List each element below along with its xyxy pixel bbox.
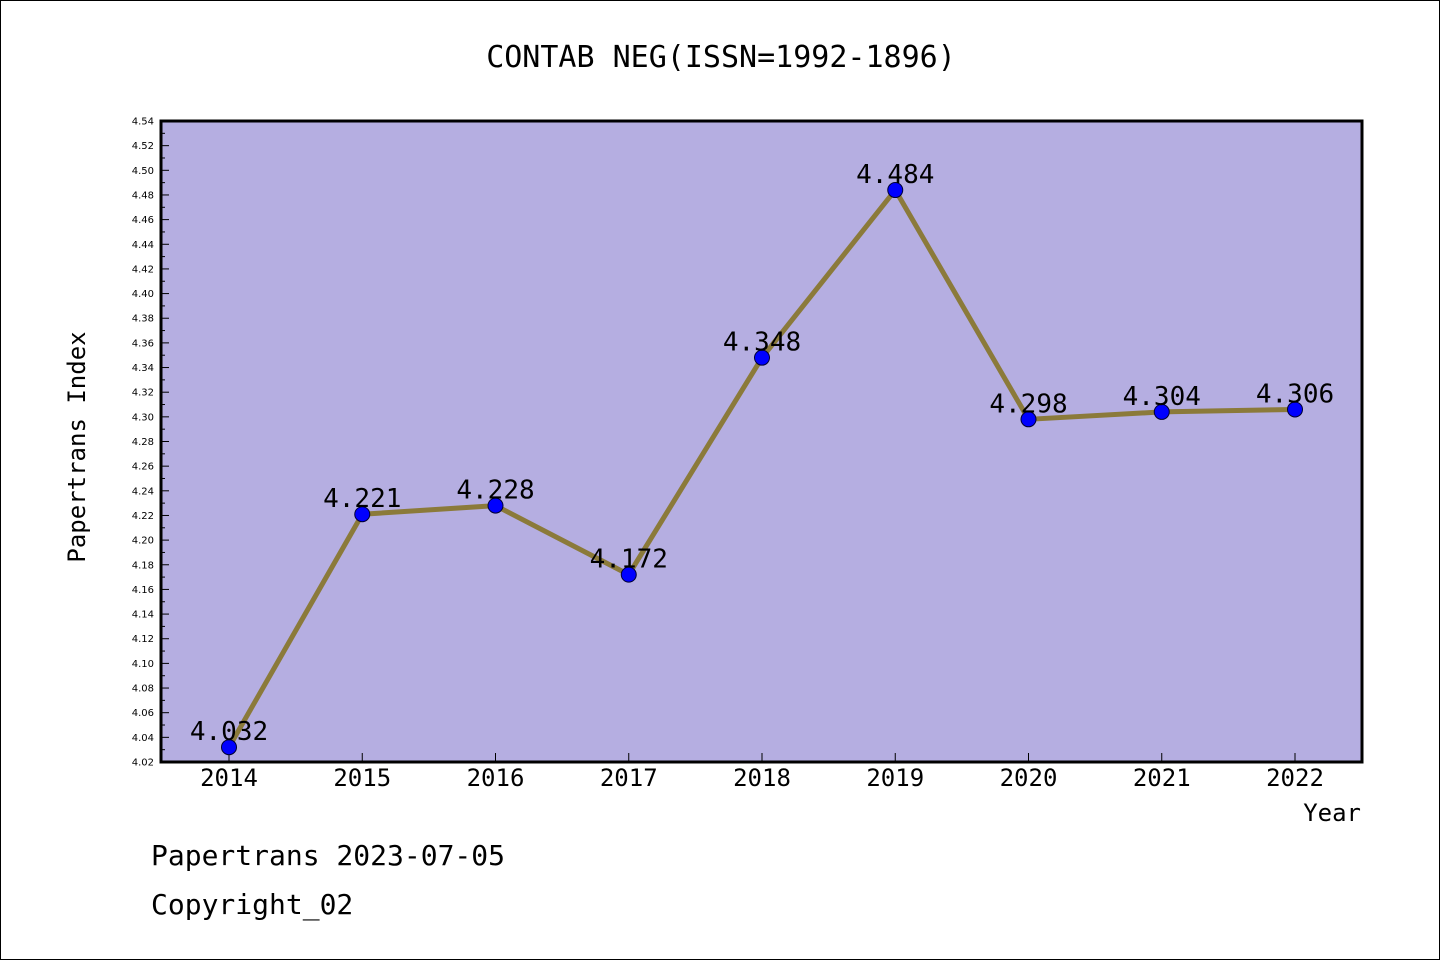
y-tick-label: 4.02 xyxy=(132,758,154,769)
y-tick-label: 4.36 xyxy=(132,338,154,349)
y-tick-label: 4.08 xyxy=(132,684,154,695)
series-group: 4.032 4.221 4.228 4.172 4.348 4.484 4.298 4.304… xyxy=(190,160,1334,756)
y-tick-label: 4.22 xyxy=(132,511,154,522)
x-tick-label: 2019 xyxy=(866,764,924,792)
y-tick-label: 4.10 xyxy=(132,659,154,670)
chart-title: CONTAB NEG(ISSN=1992-1896) xyxy=(486,40,956,75)
y-tick-label: 4.40 xyxy=(132,289,154,300)
y-tick-label: 4.34 xyxy=(132,363,154,374)
data-point xyxy=(887,182,904,199)
y-tick-label: 4.12 xyxy=(132,634,154,645)
y-tick-label: 4.48 xyxy=(132,190,154,201)
y-axis: 4.02 4.04 4.06 4.08 4.10 4.12 4.14 4.16 4.18 4.20… xyxy=(132,117,169,769)
y-tick-label: 4.46 xyxy=(132,215,154,226)
y-tick-label: 4.52 xyxy=(132,141,154,152)
x-tick-label: 2020 xyxy=(1000,764,1058,792)
y-tick-label: 4.14 xyxy=(132,610,154,621)
x-tick-label: 2016 xyxy=(467,764,525,792)
data-point xyxy=(487,497,504,514)
y-tick-label: 4.28 xyxy=(132,437,154,448)
data-label: 4.228 xyxy=(456,476,534,506)
plot-border xyxy=(159,119,1364,764)
y-tick-label: 4.06 xyxy=(132,708,154,719)
x-tick-label: 2022 xyxy=(1266,764,1324,792)
data-point xyxy=(354,506,371,523)
x-axis-label: Year xyxy=(1303,799,1361,827)
footer-date: Papertrans 2023-07-05 xyxy=(151,839,505,872)
y-tick-label: 4.30 xyxy=(132,412,154,423)
x-tick-label: 2017 xyxy=(600,764,658,792)
y-tick-label: 4.38 xyxy=(132,314,154,325)
data-point xyxy=(1020,411,1037,428)
data-label: 4.484 xyxy=(856,160,934,190)
data-label: 4.348 xyxy=(723,328,801,358)
y-tick-label: 4.50 xyxy=(132,166,154,177)
y-tick-label: 4.44 xyxy=(132,240,154,251)
y-tick-label: 4.16 xyxy=(132,585,154,596)
y-tick-label: 4.26 xyxy=(132,462,154,473)
y-tick-label: 4.24 xyxy=(132,486,154,497)
data-label: 4.306 xyxy=(1256,379,1334,409)
data-label: 4.304 xyxy=(1123,382,1201,412)
data-point xyxy=(1287,401,1303,418)
plot-area xyxy=(161,121,1362,762)
y-tick-label: 4.04 xyxy=(132,733,154,744)
x-tick-label: 2015 xyxy=(333,764,391,792)
y-tick-label: 4.32 xyxy=(132,388,154,399)
x-axis: 2014 2015 2016 2017 2018 2019 2020 2021 2022 xyxy=(200,753,1324,792)
x-tick-label: 2018 xyxy=(733,764,791,792)
y-tick-label: 4.54 xyxy=(132,117,154,128)
data-point xyxy=(221,739,237,756)
y-axis-label: Papertrans Index xyxy=(63,331,91,562)
data-point xyxy=(754,349,770,366)
y-tick-label: 4.18 xyxy=(132,560,154,571)
x-tick-label: 2021 xyxy=(1133,764,1191,792)
y-tick-label: 4.20 xyxy=(132,536,154,547)
x-tick-label: 2014 xyxy=(200,764,258,792)
data-label: 4.221 xyxy=(323,484,401,514)
data-label: 4.298 xyxy=(989,389,1067,419)
data-point xyxy=(1153,403,1170,420)
data-label: 4.172 xyxy=(590,545,668,575)
data-label: 4.032 xyxy=(190,717,268,747)
y-tick-label: 4.42 xyxy=(132,264,154,275)
data-point xyxy=(620,566,637,583)
footer-copyright: Copyright_02 xyxy=(151,888,353,922)
